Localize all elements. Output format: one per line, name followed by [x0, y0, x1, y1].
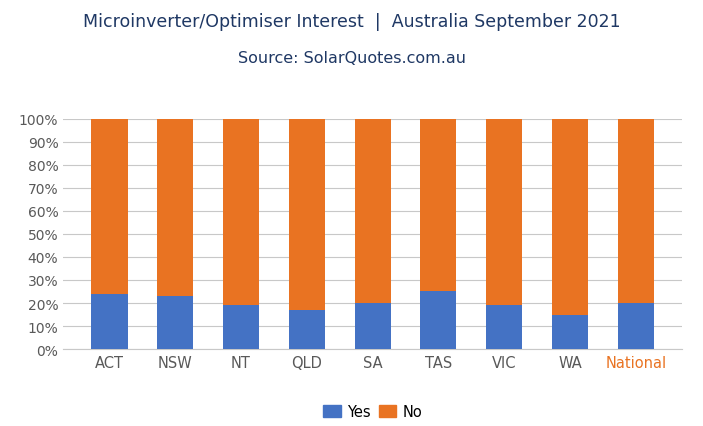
Bar	[157, 296, 193, 349]
Text: Microinverter/Optimiser Interest  |  Australia September 2021: Microinverter/Optimiser Interest | Austr…	[83, 13, 620, 31]
Bar	[223, 305, 259, 349]
Bar	[486, 305, 522, 349]
Bar	[420, 119, 456, 292]
Bar	[91, 119, 127, 294]
Bar	[354, 303, 391, 349]
Bar	[223, 119, 259, 305]
Bar	[91, 294, 127, 349]
Bar	[486, 119, 522, 305]
Bar	[618, 303, 654, 349]
Bar	[552, 315, 588, 349]
Bar	[552, 119, 588, 315]
Bar	[289, 119, 325, 310]
Bar	[618, 119, 654, 303]
Bar	[354, 119, 391, 303]
Legend: Yes, No: Yes, No	[317, 398, 428, 425]
Bar	[289, 310, 325, 349]
Text: Source: SolarQuotes.com.au: Source: SolarQuotes.com.au	[238, 51, 465, 66]
Bar	[420, 292, 456, 349]
Bar	[157, 119, 193, 296]
